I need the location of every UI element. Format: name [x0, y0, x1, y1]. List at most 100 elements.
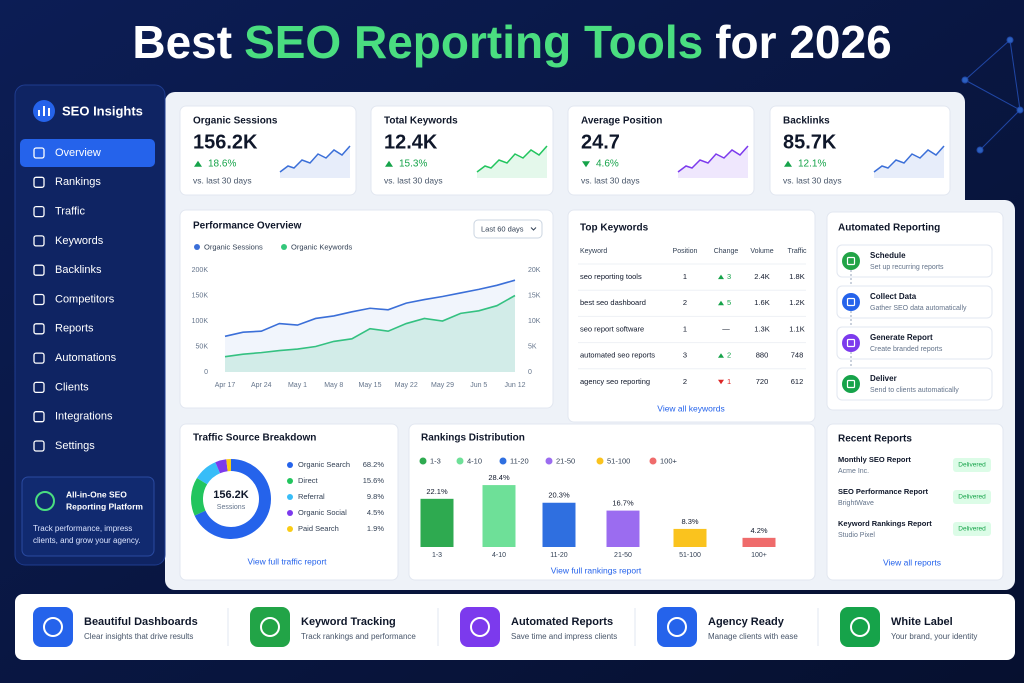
feature-title: Agency Ready	[708, 616, 785, 628]
kpi-label: Average Position	[581, 116, 662, 127]
bar	[673, 528, 707, 547]
x-tick-label: 1-3	[432, 552, 442, 559]
trend-arrow	[718, 379, 724, 385]
x-tick-label: May 29	[431, 382, 454, 389]
promo-title: Reporting Platform	[66, 501, 143, 511]
legend-dot	[649, 457, 657, 465]
value-label: 9.8%	[367, 492, 384, 501]
cell: 748	[791, 351, 804, 360]
report-client: Studio Pixel	[838, 532, 875, 539]
legend-dot	[281, 244, 287, 250]
step-title: Schedule	[870, 251, 906, 260]
donut-center-value: 156.2K	[213, 489, 249, 501]
feature-text: Save time and impress clients	[511, 632, 617, 641]
legend-label: Direct	[298, 476, 319, 485]
bar	[420, 498, 454, 547]
nav-icon	[33, 440, 45, 452]
y-tick-label: 0	[528, 369, 532, 376]
kpi-card	[567, 105, 755, 196]
nav-item[interactable]: Integrations	[55, 411, 113, 423]
y-tick-label: 5K	[528, 343, 537, 350]
nav-item[interactable]: Competitors	[55, 293, 115, 305]
feature-icon	[657, 607, 697, 647]
nav-icon	[33, 235, 45, 247]
kpi-change: 15.3%	[399, 159, 427, 170]
x-tick-label: Jun 5	[470, 382, 487, 389]
report-client: Acme Inc.	[838, 468, 869, 475]
report-title: SEO Performance Report	[838, 487, 929, 496]
legend-dot	[545, 457, 553, 465]
nav-item[interactable]: Backlinks	[55, 264, 102, 276]
link[interactable]: View all reports	[883, 557, 941, 567]
feature-text: Track rankings and performance	[301, 632, 416, 641]
range-dropdown[interactable]	[473, 219, 543, 239]
link[interactable]: View full rankings report	[551, 565, 642, 575]
nav-icon	[33, 176, 45, 188]
donut-slice	[215, 459, 228, 474]
value-label: 22.1%	[426, 487, 448, 496]
nav-item[interactable]: Rankings	[55, 176, 101, 188]
link[interactable]: View all keywords	[657, 403, 724, 413]
legend-dot	[499, 457, 507, 465]
x-tick-label: May 15	[359, 382, 382, 389]
nav-item[interactable]: Reports	[55, 323, 94, 335]
legend-label: Organic Keywords	[291, 242, 353, 251]
kpi-card	[179, 105, 357, 196]
nav-icon	[33, 323, 45, 335]
legend-label: Organic Search	[298, 460, 350, 469]
cell: 1	[683, 272, 687, 281]
report-client: BrightWave	[838, 500, 874, 507]
x-tick-label: Jun 12	[504, 382, 525, 389]
cell: seo report software	[580, 324, 644, 333]
step-icon-glyph	[846, 256, 856, 266]
series-line	[224, 279, 516, 338]
trend-arrow	[718, 353, 724, 358]
chevron	[530, 227, 537, 231]
kpi-note: vs. last 30 days	[193, 175, 252, 185]
step-icon	[842, 375, 860, 393]
network-decoration	[961, 36, 1024, 154]
feature-icon	[460, 607, 500, 647]
nav-item[interactable]: Overview	[55, 147, 101, 159]
kpi-value: 12.4K	[384, 131, 438, 153]
step-icon	[842, 293, 860, 311]
cell: 3	[727, 272, 731, 281]
kpi-label: Total Keywords	[384, 116, 458, 127]
donut-center-label: Sessions	[217, 504, 246, 511]
cell: 1	[683, 324, 687, 333]
link[interactable]: View full traffic report	[247, 556, 327, 566]
legend-dot	[287, 494, 293, 500]
nav-item[interactable]: Traffic	[55, 206, 85, 218]
nav-item[interactable]: Settings	[55, 440, 95, 452]
status-label: Delivered	[958, 494, 986, 501]
brand-icon-bars	[38, 106, 50, 116]
kpi-label: Backlinks	[783, 116, 830, 127]
nav-item[interactable]: Keywords	[55, 235, 104, 247]
value-label: 16.7%	[612, 499, 634, 508]
cell: 2.4K	[754, 272, 769, 281]
promo-card	[21, 476, 155, 557]
report-title: Monthly SEO Report	[838, 455, 911, 464]
legend-label: 21-50	[556, 456, 575, 465]
card-title: Recent Reports	[838, 434, 912, 445]
y-tick-label: 0	[204, 369, 208, 376]
nav-item[interactable]: Automations	[55, 352, 117, 364]
table-header: Position	[673, 248, 698, 255]
title-part: Best	[132, 16, 232, 68]
nav-item[interactable]: Clients	[55, 381, 89, 393]
table-header: Change	[714, 248, 739, 255]
feature-icon-glyph	[667, 617, 687, 637]
title-part: for 2026	[715, 16, 891, 68]
table-header: Keyword	[580, 248, 607, 255]
cell: —	[722, 324, 730, 333]
legend-dot	[194, 244, 200, 250]
x-tick-label: 21-50	[614, 552, 632, 559]
legend-label: 11-20	[510, 456, 529, 465]
trend-arrow	[194, 160, 202, 167]
cell: 1.2K	[789, 298, 804, 307]
trend-arrow	[718, 300, 724, 306]
x-tick-label: 100+	[751, 552, 767, 559]
step-text: Send to clients automatically	[870, 387, 959, 394]
x-tick-label: 4-10	[492, 552, 506, 559]
